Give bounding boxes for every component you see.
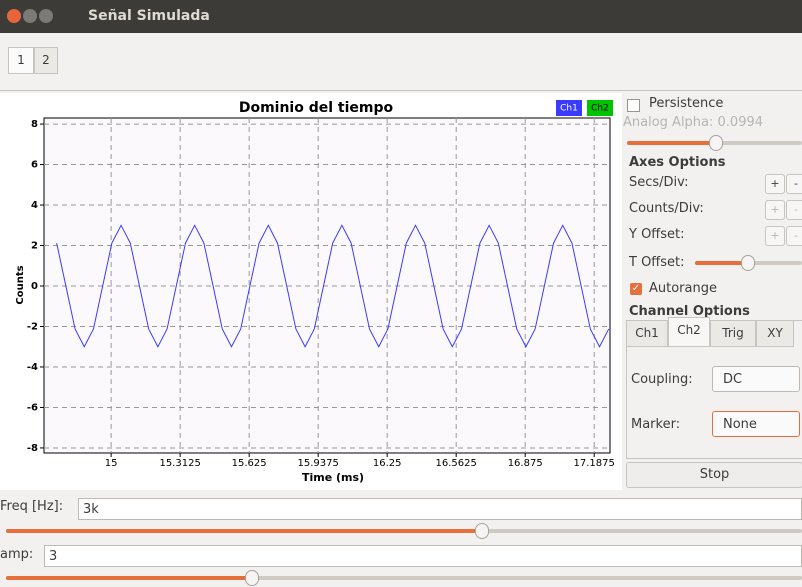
coupling-combo[interactable]: DC <box>712 366 800 392</box>
window-buttons[interactable] <box>0 0 70 33</box>
y-tick-label: 4 <box>31 200 38 211</box>
x-axis-label: Time (ms) <box>302 471 364 484</box>
minus-button[interactable]: - <box>786 200 802 220</box>
slider-knob[interactable] <box>245 570 259 586</box>
tab[interactable]: Trig <box>710 320 756 347</box>
x-tick-label: 15.625 <box>232 458 267 469</box>
legend-swatch <box>556 100 582 116</box>
y-tick-label: -8 <box>27 443 38 454</box>
checkbox-checked[interactable]: ✓ <box>630 283 642 295</box>
amp-label: amp: <box>0 547 34 562</box>
legend-label: Ch1 <box>560 104 578 114</box>
y-tick-label: 8 <box>31 119 38 130</box>
slider-knob[interactable] <box>741 255 755 271</box>
divider <box>0 90 802 91</box>
secs-div-label: Secs/Div: <box>629 175 689 190</box>
combo-value: None <box>723 417 757 432</box>
plus-button[interactable]: + <box>765 226 785 246</box>
y-tick-label: -4 <box>27 362 38 373</box>
x-tick-label: 16.875 <box>508 458 543 469</box>
y-tick-label: 6 <box>31 160 38 171</box>
analog-alpha-label: Analog Alpha: 0.0994 <box>623 115 764 130</box>
tab[interactable]: Ch1 <box>626 320 668 347</box>
legend-swatch <box>587 100 613 116</box>
slider-track <box>6 576 802 580</box>
x-tick-label: 15 <box>105 458 118 469</box>
freq-label: Freq [Hz]: <box>0 499 64 514</box>
tab[interactable]: 2 <box>34 47 58 74</box>
tab[interactable]: XY <box>756 320 794 347</box>
slider-fill <box>695 261 747 265</box>
persistence-label: Persistence <box>649 96 724 111</box>
coupling-label: Coupling: <box>631 372 693 387</box>
y-tick-label: 2 <box>31 241 38 252</box>
slider-fill <box>627 141 712 145</box>
y-tick-label: 0 <box>31 281 38 292</box>
x-tick-label: 15.3125 <box>159 458 200 469</box>
x-tick-label: 15.9375 <box>297 458 338 469</box>
legend-label: Ch2 <box>591 104 609 114</box>
plot: Dominio del tiempo Time (ms) Counts -8 -6… <box>0 93 622 490</box>
x-tick-label: 16.5625 <box>436 458 477 469</box>
autorange-label: Autorange <box>649 281 717 296</box>
section-title: Channel Options <box>629 304 750 319</box>
window-title: Señal Simulada <box>88 8 210 24</box>
slider-fill <box>6 529 480 533</box>
side-panel: Persistence Analog Alpha: 0.0994 Axes Op… <box>622 93 802 490</box>
freq-entry[interactable]: 3k <box>78 498 802 520</box>
slider-fill <box>6 576 250 580</box>
section-title: Axes Options <box>629 155 726 170</box>
marker-combo[interactable]: None <box>712 411 800 437</box>
slider-knob[interactable] <box>709 135 723 151</box>
series-line <box>56 224 610 348</box>
minus-button[interactable]: - <box>786 174 802 194</box>
title-bar: Señal Simulada <box>0 0 802 33</box>
counts-div-label: Counts/Div: <box>629 201 704 216</box>
chart-title: Dominio del tiempo <box>239 100 394 116</box>
x-tick-label: 17.1875 <box>574 458 615 469</box>
marker-label: Marker: <box>631 417 681 432</box>
tab[interactable]: 1 <box>8 47 34 74</box>
y-tick-label: -6 <box>27 402 38 413</box>
x-tick-label: 16.25 <box>373 458 402 469</box>
slider-knob[interactable] <box>475 523 489 539</box>
plot-area <box>43 117 611 454</box>
y-axis-label: Counts <box>15 265 26 304</box>
t-offset-label: T Offset: <box>629 255 685 270</box>
minus-button[interactable]: - <box>786 226 802 246</box>
tab[interactable]: Ch2 <box>668 317 710 347</box>
combo-value: DC <box>723 372 743 387</box>
amp-entry[interactable]: 3 <box>44 545 802 567</box>
checkbox[interactable] <box>627 99 640 112</box>
y-tick-label: -2 <box>27 321 38 332</box>
plus-button[interactable]: + <box>765 174 785 194</box>
stop-button[interactable]: Stop <box>626 462 802 488</box>
plus-button[interactable]: + <box>765 200 785 220</box>
y-offset-label: Y Offset: <box>629 227 685 242</box>
